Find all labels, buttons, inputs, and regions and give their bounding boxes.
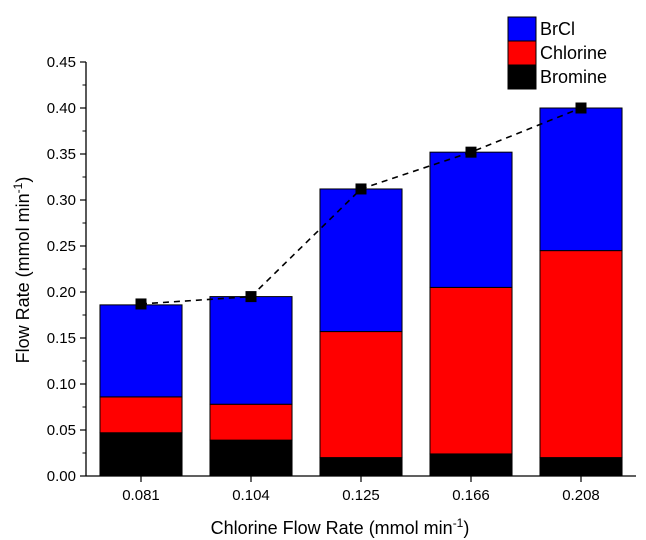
total-line-layer xyxy=(135,102,587,310)
legend-swatch-bromine xyxy=(507,64,537,90)
legend-label-bromine: Bromine xyxy=(540,67,607,87)
legend-label-brcl: BrCl xyxy=(540,19,575,39)
bar-chlorine-0.166 xyxy=(429,286,513,455)
bar-chlorine-0.208 xyxy=(539,250,623,459)
total-marker-0.208 xyxy=(575,102,587,114)
total-marker-0.081 xyxy=(135,298,147,310)
y-tick-label: 0.45 xyxy=(47,54,76,71)
x-tick-label: 0.125 xyxy=(342,487,380,504)
bar-bromine-0.104 xyxy=(209,439,293,477)
bar-brcl-0.208 xyxy=(539,107,623,252)
y-axis-title: Flow Rate (mmol min-1) xyxy=(11,177,33,364)
bar-bromine-0.208 xyxy=(539,457,623,477)
legend-label-chlorine: Chlorine xyxy=(540,43,607,63)
bar-chlorine-0.104 xyxy=(209,403,293,441)
y-tick-label: 0.35 xyxy=(47,146,76,163)
bar-bromine-0.166 xyxy=(429,453,513,477)
total-marker-0.104 xyxy=(245,291,257,303)
y-tick-label: 0.40 xyxy=(47,100,76,117)
axes-layer: 0.00 0.05 0.10 0.15 0.20 0.25 0.30 0.35 0.40 0.45… xyxy=(47,54,636,504)
x-tick-label: 0.208 xyxy=(562,487,600,504)
x-tick-label: 0.166 xyxy=(452,487,490,504)
bar-brcl-0.125 xyxy=(319,188,403,333)
legend-swatch-brcl xyxy=(507,16,537,42)
bar-chlorine-0.125 xyxy=(319,331,403,459)
y-tick-label: 0.25 xyxy=(47,238,76,255)
bar-brcl-0.104 xyxy=(209,296,293,405)
bar-chlorine-0.081 xyxy=(99,396,183,434)
y-tick-label: 0.30 xyxy=(47,192,76,209)
bar-bromine-0.125 xyxy=(319,457,403,477)
bar-bromine-0.081 xyxy=(99,432,183,477)
bar-brcl-0.166 xyxy=(429,151,513,288)
y-tick-label: 0.05 xyxy=(47,422,76,439)
total-marker-0.166 xyxy=(465,146,477,158)
y-tick-label: 0.15 xyxy=(47,330,76,347)
bars-layer xyxy=(99,107,623,477)
y-tick-label: 0.10 xyxy=(47,376,76,393)
y-tick-label: 0.00 xyxy=(47,468,76,485)
legend: BrCl Chlorine Bromine xyxy=(507,16,607,90)
legend-swatch-chlorine xyxy=(507,40,537,66)
x-tick-label: 0.104 xyxy=(232,487,270,504)
x-axis-title: Chlorine Flow Rate (mmol min-1) xyxy=(211,516,470,538)
x-tick-label: 0.081 xyxy=(122,487,160,504)
y-tick-label: 0.20 xyxy=(47,284,76,301)
total-marker-0.125 xyxy=(355,183,367,195)
bar-brcl-0.081 xyxy=(99,304,183,398)
